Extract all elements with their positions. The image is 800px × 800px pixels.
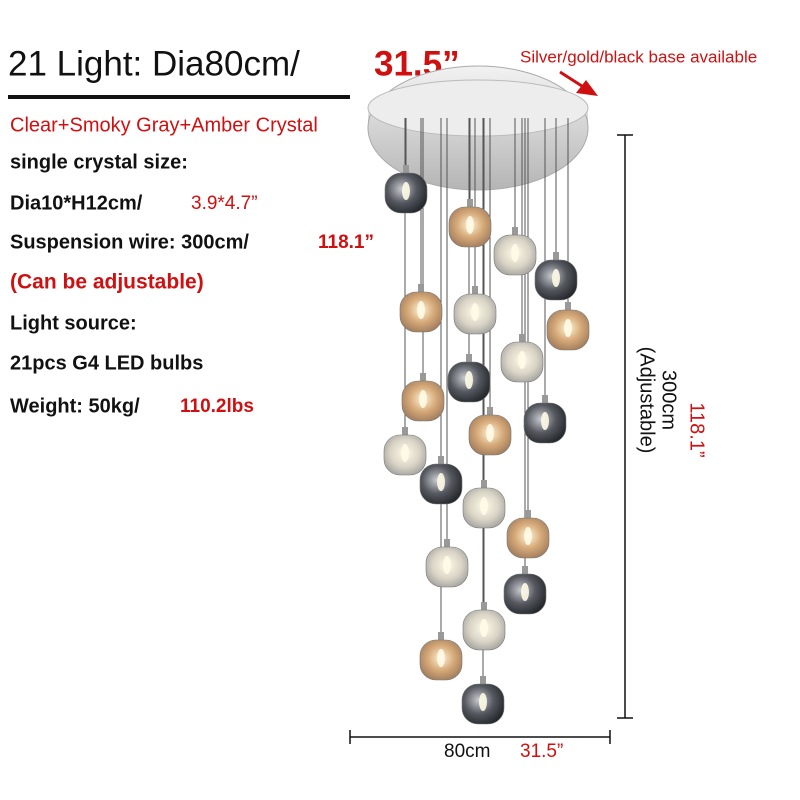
socket — [487, 407, 493, 417]
weight-imperial: 110.2lbs — [180, 396, 254, 417]
title-underline — [8, 95, 350, 99]
bulb-glow — [466, 216, 474, 234]
chandelier — [367, 65, 590, 725]
bulb-glow — [437, 649, 445, 667]
bulb-glow — [552, 269, 560, 287]
bulb-glow — [511, 244, 519, 262]
adjustable-note: (Can be adjustable) — [10, 271, 204, 294]
bulb-glow — [402, 182, 410, 200]
socket — [466, 354, 472, 364]
socket — [525, 510, 531, 520]
bulb-glow — [524, 527, 532, 545]
source-label: Light source: — [10, 312, 137, 334]
wire-imperial: 118.1” — [318, 232, 374, 253]
size-imperial: 3.9*4.7” — [191, 193, 258, 214]
base-note: Silver/gold/black base available — [520, 47, 757, 66]
height-metric: 300cm — [658, 370, 680, 430]
height-imperial: 118.1” — [686, 402, 708, 457]
wire-metric: Suspension wire: 300cm/ — [10, 231, 249, 253]
socket — [472, 286, 478, 296]
socket — [420, 373, 426, 383]
bulb-glow — [417, 301, 425, 319]
socket — [480, 676, 486, 686]
socket — [542, 395, 548, 405]
bulb-glow — [480, 497, 488, 515]
socket — [519, 334, 525, 344]
title: 21 Light: Dia80cm/ — [8, 44, 300, 83]
socket — [467, 199, 473, 209]
bulb-glow — [437, 473, 445, 491]
height-note: (Adjustable) — [636, 347, 658, 454]
bulb-glow — [564, 319, 572, 337]
note-arrowhead — [576, 80, 598, 96]
socket — [522, 566, 528, 576]
socket — [565, 302, 571, 312]
bulb-glow — [471, 303, 479, 321]
size-metric: Dia10*H12cm/ — [10, 192, 143, 214]
bulb-glow — [479, 693, 487, 711]
socket — [438, 632, 444, 642]
canopy-top — [367, 79, 589, 137]
bulb-glow — [486, 424, 494, 442]
socket — [402, 427, 408, 437]
socket — [512, 227, 518, 237]
width-metric: 80cm — [444, 741, 490, 762]
socket — [444, 539, 450, 549]
bulb-glow — [541, 412, 549, 430]
bulbs: 21pcs G4 LED bulbs — [10, 352, 203, 374]
note-arrow — [559, 70, 586, 90]
socket — [481, 602, 487, 612]
bulb-glow — [443, 556, 451, 574]
weight-metric: Weight: 50kg/ — [10, 395, 140, 417]
socket — [481, 480, 487, 490]
width-imperial: 31.5” — [520, 741, 563, 762]
socket — [418, 284, 424, 294]
bulb-glow — [518, 351, 526, 369]
bulb-glow — [480, 619, 488, 637]
bulb-glow — [465, 371, 473, 389]
socket — [438, 456, 444, 466]
size-label: single crystal size: — [10, 151, 188, 173]
crystal-type: Clear+Smoky Gray+Amber Crystal — [10, 114, 318, 136]
bulb-glow — [401, 444, 409, 462]
bulb-glow — [419, 390, 427, 408]
socket — [553, 252, 559, 262]
bulb-glow — [521, 583, 529, 601]
socket — [403, 165, 409, 175]
